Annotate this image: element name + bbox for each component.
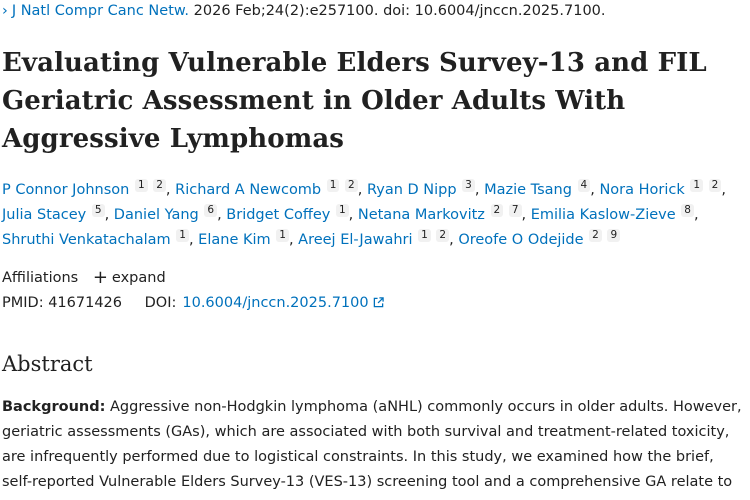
author-separator: , — [590, 182, 595, 198]
affiliation-number[interactable]: 2 — [345, 179, 358, 192]
pmid-value: 41671426 — [48, 295, 123, 311]
expand-label: expand — [111, 270, 166, 286]
author-item: Elane Kim 1, — [198, 229, 294, 248]
author-name-link[interactable]: Elane Kim — [198, 232, 271, 248]
author-name-link[interactable]: Nora Horick — [599, 182, 685, 198]
affiliation-number[interactable]: 2 — [153, 179, 166, 192]
affiliation-number[interactable]: 3 — [462, 179, 475, 192]
author-name-link[interactable]: Bridget Coffey — [226, 207, 331, 223]
background-label: Background: — [2, 399, 106, 415]
affiliation-number[interactable]: 1 — [276, 229, 289, 242]
affiliation-number[interactable]: 1 — [326, 179, 340, 192]
external-link-icon — [373, 297, 384, 308]
author-name-link[interactable]: Richard A Newcomb — [175, 182, 322, 198]
author-item: Bridget Coffey 1, — [226, 204, 354, 223]
author-name-link[interactable]: Netana Markovitz — [357, 207, 485, 223]
citation-details: 2026 Feb;24(2):e257100. doi: 10.6004/jnc… — [193, 3, 606, 19]
affiliation-number[interactable]: 1 — [335, 204, 349, 217]
author-name-link[interactable]: Emilia Kaslow-Zieve — [530, 207, 676, 223]
affiliation-number[interactable]: 2 — [436, 229, 450, 242]
title-line: Evaluating Vulnerable Elders Survey-13 a… — [2, 48, 707, 78]
author-item: Oreofe O Odejide 2 9 — [458, 229, 621, 248]
affiliation-number[interactable]: 2 — [708, 179, 722, 192]
author-name-link[interactable]: Daniel Yang — [113, 207, 199, 223]
author-item: Netana Markovitz 2 7, — [357, 204, 527, 223]
author-separator: , — [521, 207, 527, 223]
author-item: Areej El-Jawahri 1 2, — [298, 229, 454, 248]
affiliation-number[interactable]: 8 — [681, 204, 694, 217]
author-list: P Connor Johnson 1 2, Richard A Newcomb … — [2, 178, 747, 253]
citation-line: › J Natl Compr Canc Netw. 2026 Feb;24(2):… — [2, 3, 606, 19]
author-separator: , — [449, 232, 454, 248]
affiliation-number[interactable]: 2 — [589, 229, 602, 242]
pmid-label: PMID: — [2, 295, 44, 311]
affiliation-number[interactable]: 7 — [508, 204, 522, 217]
author-separator: , — [721, 182, 726, 198]
author-item: Julia Stacey 5, — [2, 204, 110, 223]
author-name-link[interactable]: Areej El-Jawahri — [298, 232, 413, 248]
affiliation-number[interactable]: 1 — [176, 229, 189, 242]
journal-link[interactable]: J Natl Compr Canc Netw. — [11, 3, 190, 19]
affiliations-row: Affiliations + expand — [2, 266, 166, 288]
affiliation-number[interactable]: 6 — [204, 204, 218, 217]
author-separator: , — [357, 182, 363, 198]
doi-label: DOI: — [144, 295, 177, 311]
author-item: Daniel Yang 6, — [113, 204, 222, 223]
affiliation-number[interactable]: 4 — [577, 179, 591, 192]
background-text: Aggressive non-Hodgkin lymphoma (aNHL) c… — [2, 399, 742, 490]
affiliation-number[interactable]: 1 — [134, 179, 148, 192]
affiliation-number[interactable]: 1 — [690, 179, 704, 192]
affiliation-number[interactable]: 2 — [490, 204, 504, 217]
title-line: Aggressive Lymphomas — [2, 124, 345, 154]
author-name-link[interactable]: Shruthi Venkatachalam — [2, 232, 171, 248]
doi-link[interactable]: 10.6004/jnccn.2025.7100 — [182, 295, 384, 311]
doi-value: 10.6004/jnccn.2025.7100 — [182, 295, 369, 311]
author-name-link[interactable]: Mazie Tsang — [484, 182, 572, 198]
affiliation-number[interactable]: 9 — [607, 229, 621, 242]
author-separator: , — [474, 182, 480, 198]
author-name-link[interactable]: Julia Stacey — [2, 207, 87, 223]
abstract-heading: Abstract — [2, 352, 93, 376]
plus-icon: + — [92, 267, 108, 288]
author-separator: , — [693, 207, 699, 223]
author-item: P Connor Johnson 1 2, — [2, 179, 171, 198]
author-item: Mazie Tsang 4, — [484, 179, 595, 198]
affiliations-expand-button[interactable]: + expand — [92, 267, 166, 288]
author-item: Emilia Kaslow-Zieve 8, — [530, 204, 699, 223]
abstract-background: Background: Aggressive non-Hodgkin lymph… — [2, 395, 747, 495]
author-item: Richard A Newcomb 1 2, — [175, 179, 363, 198]
identifiers-row: PMID: 41671426 DOI: 10.6004/jnccn.2025.71… — [2, 295, 384, 311]
author-separator: , — [188, 232, 194, 248]
title-line: Geriatric Assessment in Older Adults Wit… — [2, 86, 626, 116]
affiliation-number[interactable]: 1 — [418, 229, 431, 242]
affiliations-label: Affiliations — [2, 270, 79, 286]
article-title: Evaluating Vulnerable Elders Survey-13 a… — [2, 44, 742, 158]
author-item: Ryan D Nipp 3, — [366, 179, 480, 198]
author-name-link[interactable]: P Connor Johnson — [2, 182, 130, 198]
author-item: Nora Horick 1 2, — [599, 179, 726, 198]
affiliation-number[interactable]: 5 — [91, 204, 105, 217]
author-name-link[interactable]: Oreofe O Odejide — [458, 232, 584, 248]
author-separator: , — [217, 207, 222, 223]
author-separator: , — [104, 207, 110, 223]
author-separator: , — [348, 207, 354, 223]
author-separator: , — [288, 232, 294, 248]
author-separator: , — [165, 182, 171, 198]
author-item: Shruthi Venkatachalam 1, — [2, 229, 194, 248]
chevron-right-icon: › — [2, 3, 8, 19]
author-name-link[interactable]: Ryan D Nipp — [366, 182, 457, 198]
